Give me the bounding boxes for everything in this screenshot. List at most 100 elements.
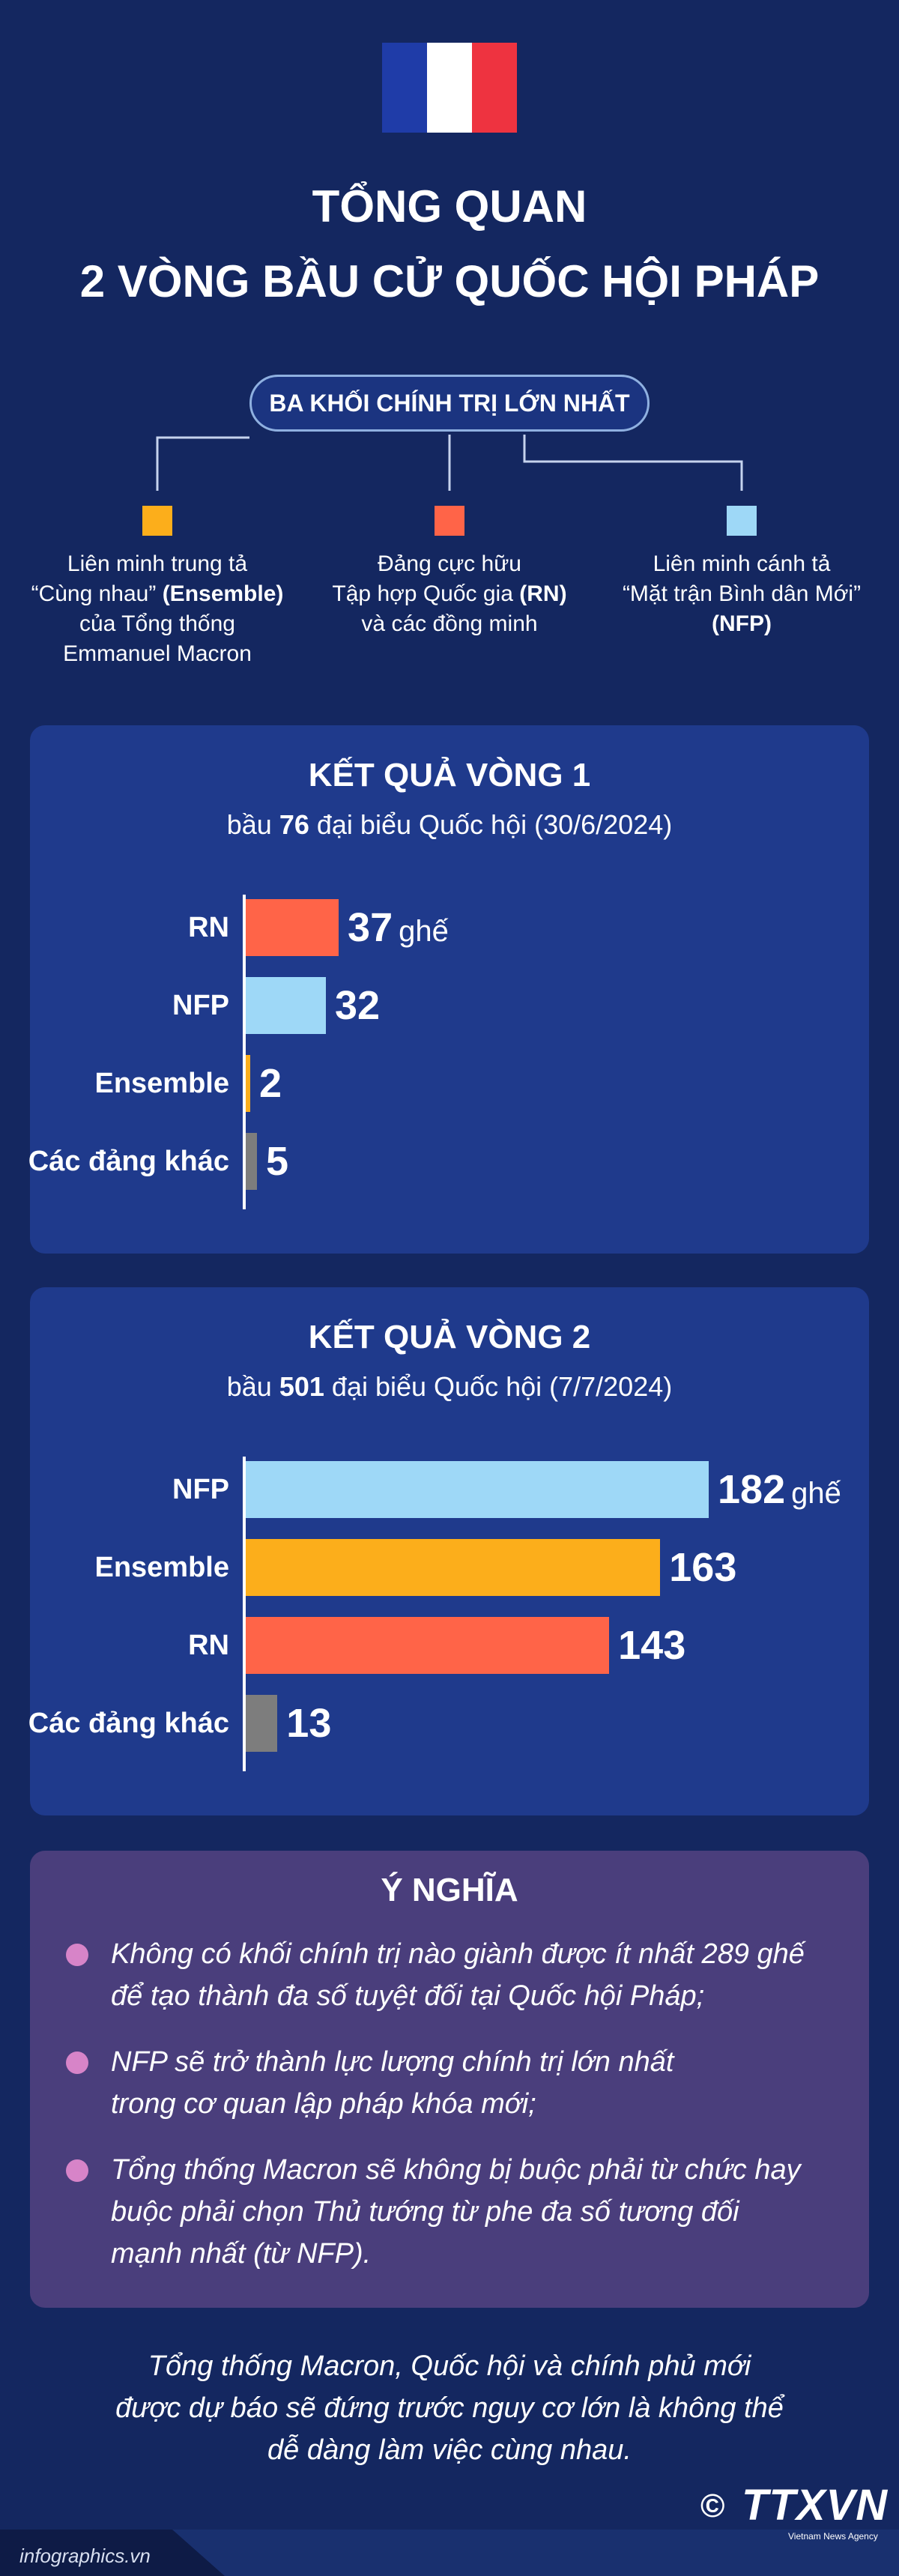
category-label: RN bbox=[188, 912, 229, 943]
bloc-rn: Đảng cực hữu Tập hợp Quốc gia (RN) và cá… bbox=[315, 506, 584, 639]
bar bbox=[244, 1055, 250, 1112]
ttxvn-logo: TTXVN bbox=[742, 2481, 889, 2530]
bar-row: RN 143 bbox=[30, 1617, 869, 1674]
footer-line1: Tổng thống Macron, Quốc hội và chính phủ… bbox=[148, 2350, 751, 2382]
value-number: 182 bbox=[718, 1467, 786, 1512]
bar-row: Ensemble 2 bbox=[30, 1055, 869, 1112]
meaning-point-3-line1: Tổng thống Macron sẽ không bị buộc phải … bbox=[111, 2154, 801, 2186]
meaning-point: NFP sẽ trở thành lực lượng chính trị lớn… bbox=[66, 2041, 838, 2125]
copyright-icon: © bbox=[700, 2488, 725, 2524]
value-label: 182 ghế bbox=[718, 1461, 841, 1518]
bar bbox=[244, 1461, 709, 1518]
meaning-point: Không có khối chính trị nào giành được í… bbox=[66, 1933, 838, 2017]
meaning-point: Tổng thống Macron sẽ không bị buộc phải … bbox=[66, 2149, 838, 2275]
bloc-connector-lines bbox=[156, 435, 743, 491]
bloc-nfp-line2a: “Mặt trận Bình dân Mới” bbox=[622, 581, 862, 606]
bar-row: NFP 182 ghế bbox=[30, 1461, 869, 1518]
bar-row: RN 37 ghế bbox=[30, 899, 869, 956]
bar bbox=[244, 1133, 258, 1190]
value-label: 32 bbox=[335, 977, 380, 1034]
round1-subtitle: bầu 76 đại biểu Quốc hội (30/6/2024) bbox=[226, 809, 673, 840]
category-label: NFP bbox=[172, 990, 229, 1021]
chart-axis-line bbox=[243, 1457, 246, 1771]
flag-blue-stripe bbox=[382, 43, 427, 133]
value-number: 2 bbox=[259, 1061, 282, 1106]
value-label: 163 bbox=[669, 1539, 736, 1596]
rn-color-square bbox=[435, 506, 464, 536]
bloc-rn-line3: và các đồng minh bbox=[361, 611, 538, 636]
round2-title: KẾT QUẢ VÒNG 2 bbox=[308, 1319, 591, 1355]
blocs-heading: BA KHỐI CHÍNH TRỊ LỚN NHẤT bbox=[249, 375, 650, 432]
meaning-point-2-line1: NFP sẽ trở thành lực lượng chính trị lớn… bbox=[111, 2046, 674, 2078]
category-label: Các đảng khác bbox=[28, 1146, 229, 1177]
meaning-panel: Ý NGHĨA Không có khối chính trị nào giàn… bbox=[30, 1851, 869, 2308]
value-unit: ghế bbox=[399, 915, 449, 948]
category-label: RN bbox=[188, 1630, 229, 1661]
bottom-band bbox=[0, 2530, 899, 2576]
flag-white-stripe bbox=[427, 43, 472, 133]
ttxvn-logo-subtitle: Vietnam News Agency bbox=[788, 2531, 878, 2542]
chart-axis-line bbox=[243, 895, 246, 1209]
value-label: 13 bbox=[286, 1695, 331, 1752]
value-number: 37 bbox=[348, 905, 393, 950]
round2-subtitle: bầu 501 đại biểu Quốc hội (7/7/2024) bbox=[226, 1371, 673, 1402]
bloc-ensemble-line4: Emmanuel Macron bbox=[63, 641, 252, 666]
value-label: 143 bbox=[618, 1617, 685, 1674]
value-number: 5 bbox=[266, 1139, 289, 1184]
ensemble-color-square bbox=[142, 506, 172, 536]
bar bbox=[244, 977, 326, 1034]
bloc-ensemble-line2b: (Ensemble) bbox=[162, 581, 284, 606]
bloc-ensemble-line1: Liên minh trung tả bbox=[67, 551, 248, 576]
french-flag-icon bbox=[382, 43, 517, 133]
value-unit: ghế bbox=[791, 1477, 841, 1510]
bullet-dot-icon bbox=[66, 1944, 88, 1966]
bar-row: Ensemble 163 bbox=[30, 1539, 869, 1596]
meaning-point-2-line2: trong cơ quan lập pháp khóa mới; bbox=[111, 2088, 536, 2120]
nfp-color-square bbox=[727, 506, 757, 536]
footer-line2: được dự báo sẽ đứng trước nguy cơ lớn là… bbox=[115, 2392, 784, 2424]
page-title-line2: 2 VÒNG BẦU CỬ QUỐC HỘI PHÁP bbox=[79, 256, 820, 306]
category-label: NFP bbox=[172, 1474, 229, 1505]
bloc-rn-line2a: Tập hợp Quốc gia bbox=[332, 581, 520, 606]
bloc-rn-line1: Đảng cực hữu bbox=[378, 551, 521, 576]
bloc-ensemble: Liên minh trung tả “Cùng nhau” (Ensemble… bbox=[22, 506, 292, 669]
value-label: 2 bbox=[259, 1055, 282, 1112]
value-number: 143 bbox=[618, 1623, 686, 1668]
value-number: 163 bbox=[669, 1545, 737, 1590]
bloc-ensemble-line3: của Tổng thống bbox=[79, 611, 235, 636]
bar-row: Các đảng khác 13 bbox=[28, 1695, 869, 1752]
bar-row: Các đảng khác 5 bbox=[28, 1133, 869, 1190]
bar bbox=[244, 899, 339, 956]
bloc-ensemble-line2a: “Cùng nhau” bbox=[31, 581, 163, 606]
meaning-point-1-line1: Không có khối chính trị nào giành được í… bbox=[111, 1938, 805, 1970]
bullet-dot-icon bbox=[66, 2159, 88, 2182]
footer-line3: dễ dàng làm việc cùng nhau. bbox=[267, 2434, 632, 2466]
bloc-nfp-line3: (NFP) bbox=[712, 611, 772, 636]
bloc-nfp: Liên minh cánh tả “Mặt trận Bình dân Mới… bbox=[607, 506, 877, 639]
bar bbox=[244, 1539, 661, 1596]
value-label: 37 ghế bbox=[348, 899, 449, 956]
value-number: 13 bbox=[286, 1701, 332, 1746]
category-label: Các đảng khác bbox=[28, 1708, 229, 1739]
bloc-nfp-line1: Liên minh cánh tả bbox=[653, 551, 831, 576]
category-label: Ensemble bbox=[94, 1068, 229, 1099]
value-number: 32 bbox=[335, 983, 381, 1028]
footer-conclusion: Tổng thống Macron, Quốc hội và chính phủ… bbox=[0, 2345, 899, 2471]
meaning-title: Ý NGHĨA bbox=[381, 1872, 518, 1908]
bloc-rn-line2b: (RN) bbox=[519, 581, 567, 606]
meaning-point-3-line2: buộc phải chọn Thủ tướng từ phe đa số tư… bbox=[111, 2196, 739, 2228]
meaning-point-1-line2: để tạo thành đa số tuyệt đối tại Quốc hộ… bbox=[111, 1980, 705, 2012]
bar bbox=[244, 1617, 610, 1674]
bar bbox=[244, 1695, 278, 1752]
round1-title: KẾT QUẢ VÒNG 1 bbox=[308, 757, 591, 793]
round1-panel: KẾT QUẢ VÒNG 1 bầu 76 đại biểu Quốc hội … bbox=[28, 725, 869, 1254]
bullet-dot-icon bbox=[66, 2052, 88, 2074]
round2-panel: KẾT QUẢ VÒNG 2 bầu 501 đại biểu Quốc hội… bbox=[28, 1287, 869, 1815]
bar-row: NFP 32 bbox=[30, 977, 869, 1034]
site-link[interactable]: infographics.vn bbox=[19, 2545, 151, 2567]
category-label: Ensemble bbox=[94, 1552, 229, 1583]
value-label: 5 bbox=[266, 1133, 288, 1190]
meaning-point-3-line3: mạnh nhất (từ NFP). bbox=[111, 2238, 372, 2270]
page-title-line1: TỔNG QUAN bbox=[312, 181, 587, 232]
flag-red-stripe bbox=[472, 43, 517, 133]
